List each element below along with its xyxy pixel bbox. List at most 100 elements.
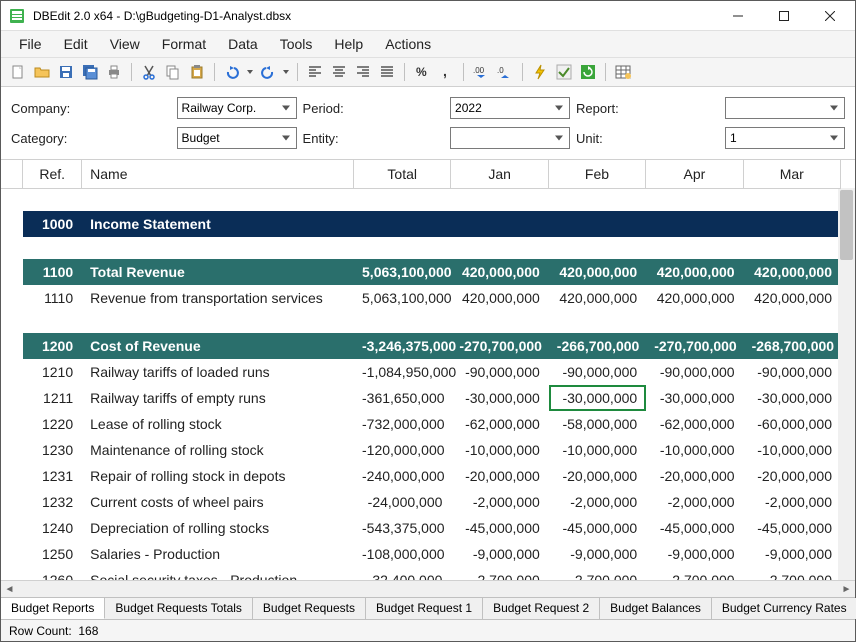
lightning-icon[interactable] bbox=[529, 61, 551, 83]
cell-value[interactable]: -2,000,000 bbox=[549, 489, 646, 515]
cell-value[interactable]: 5,063,100,000 bbox=[354, 259, 451, 285]
cell-value[interactable]: -9,000,000 bbox=[451, 541, 548, 567]
cell-value[interactable]: -30,000,000 bbox=[549, 385, 646, 411]
cell-value[interactable]: -543,375,000 bbox=[354, 515, 451, 541]
column-header[interactable]: Name bbox=[82, 160, 354, 189]
column-header[interactable]: Mar bbox=[744, 160, 841, 189]
cell-value[interactable]: -45,000,000 bbox=[744, 515, 841, 541]
column-header[interactable]: Ref. bbox=[23, 160, 82, 189]
copy-icon[interactable] bbox=[162, 61, 184, 83]
minimize-button[interactable] bbox=[715, 2, 761, 30]
cell-value[interactable]: -2,700,000 bbox=[744, 567, 841, 580]
cell-value[interactable] bbox=[451, 211, 548, 237]
cell-value[interactable]: -2,000,000 bbox=[451, 489, 548, 515]
dropdown-icon[interactable] bbox=[245, 61, 255, 83]
decimal-inc-icon[interactable]: .00 bbox=[470, 61, 492, 83]
refresh-icon[interactable] bbox=[577, 61, 599, 83]
cell-value[interactable]: -45,000,000 bbox=[451, 515, 548, 541]
table-icon[interactable] bbox=[612, 61, 634, 83]
sheet-tab[interactable]: Budget Requests Totals bbox=[105, 598, 253, 619]
comma-icon[interactable]: , bbox=[435, 61, 457, 83]
menu-view[interactable]: View bbox=[100, 32, 150, 56]
cell-value[interactable]: -90,000,000 bbox=[549, 359, 646, 385]
cell-ref[interactable]: 1220 bbox=[23, 411, 82, 437]
cell-name[interactable]: Revenue from transportation services bbox=[82, 285, 354, 311]
cell-value[interactable]: -20,000,000 bbox=[549, 463, 646, 489]
cell-ref[interactable]: 1230 bbox=[23, 437, 82, 463]
check-icon[interactable] bbox=[553, 61, 575, 83]
unit-select[interactable]: 1 bbox=[725, 127, 845, 149]
cell-value[interactable]: -45,000,000 bbox=[646, 515, 743, 541]
column-header[interactable]: Jan bbox=[451, 160, 548, 189]
close-button[interactable] bbox=[807, 2, 853, 30]
cell-value[interactable]: -240,000,000 bbox=[354, 463, 451, 489]
cell-value[interactable]: -2,700,000 bbox=[451, 567, 548, 580]
redo-icon[interactable] bbox=[257, 61, 279, 83]
cell-name[interactable]: Salaries - Production bbox=[82, 541, 354, 567]
cell-value[interactable]: -10,000,000 bbox=[451, 437, 548, 463]
open-folder-icon[interactable] bbox=[31, 61, 53, 83]
column-header[interactable]: Total bbox=[354, 160, 451, 189]
cell-ref[interactable]: 1200 bbox=[23, 333, 82, 359]
percent-icon[interactable]: % bbox=[411, 61, 433, 83]
cell-value[interactable]: -24,000,000 bbox=[354, 489, 451, 515]
align-right-icon[interactable] bbox=[352, 61, 374, 83]
cell-name[interactable]: Railway tariffs of empty runs bbox=[82, 385, 354, 411]
vertical-scrollbar-thumb[interactable] bbox=[840, 190, 853, 260]
cell-value[interactable]: -270,700,000 bbox=[451, 333, 548, 359]
cell-value[interactable]: -361,650,000 bbox=[354, 385, 451, 411]
sheet-tab[interactable]: Budget Request 1 bbox=[366, 598, 483, 619]
cell-ref[interactable]: 1231 bbox=[23, 463, 82, 489]
cell-value[interactable]: -20,000,000 bbox=[646, 463, 743, 489]
cell-name[interactable]: Lease of rolling stock bbox=[82, 411, 354, 437]
save-icon[interactable] bbox=[55, 61, 77, 83]
cell-value[interactable]: 420,000,000 bbox=[549, 259, 646, 285]
column-header[interactable]: Apr bbox=[646, 160, 743, 189]
report-select[interactable] bbox=[725, 97, 845, 119]
cell-value[interactable]: -9,000,000 bbox=[549, 541, 646, 567]
cell-value[interactable]: -108,000,000 bbox=[354, 541, 451, 567]
cell-name[interactable]: Maintenance of rolling stock bbox=[82, 437, 354, 463]
cell-ref[interactable]: 1250 bbox=[23, 541, 82, 567]
cell-value[interactable]: 420,000,000 bbox=[549, 285, 646, 311]
new-file-icon[interactable] bbox=[7, 61, 29, 83]
sheet-tab[interactable]: Budget Reports bbox=[1, 598, 105, 619]
cell-value[interactable]: -30,000,000 bbox=[451, 385, 548, 411]
cell-value[interactable]: -9,000,000 bbox=[646, 541, 743, 567]
cell-ref[interactable]: 1232 bbox=[23, 489, 82, 515]
cell-value[interactable]: -120,000,000 bbox=[354, 437, 451, 463]
cell-value[interactable]: -266,700,000 bbox=[549, 333, 646, 359]
menu-actions[interactable]: Actions bbox=[375, 32, 441, 56]
entity-select[interactable] bbox=[450, 127, 570, 149]
cell-ref[interactable]: 1210 bbox=[23, 359, 82, 385]
cell-name[interactable]: Railway tariffs of loaded runs bbox=[82, 359, 354, 385]
cell-value[interactable]: -268,700,000 bbox=[744, 333, 841, 359]
cell-value[interactable]: -2,700,000 bbox=[549, 567, 646, 580]
cell-value[interactable]: 420,000,000 bbox=[451, 285, 548, 311]
company-select[interactable]: Railway Corp. bbox=[177, 97, 297, 119]
cell-value[interactable]: -20,000,000 bbox=[744, 463, 841, 489]
dropdown-icon[interactable] bbox=[281, 61, 291, 83]
cell-name[interactable]: Cost of Revenue bbox=[82, 333, 354, 359]
cell-ref[interactable]: 1000 bbox=[23, 211, 82, 237]
undo-icon[interactable] bbox=[221, 61, 243, 83]
horizontal-scrollbar[interactable]: ◄ ► bbox=[1, 580, 855, 597]
cell-value[interactable]: -2,000,000 bbox=[646, 489, 743, 515]
cell-value[interactable]: 420,000,000 bbox=[646, 259, 743, 285]
cell-name[interactable]: Total Revenue bbox=[82, 259, 354, 285]
hscroll-right-arrow[interactable]: ► bbox=[838, 581, 855, 598]
cell-value[interactable]: -2,000,000 bbox=[744, 489, 841, 515]
menu-file[interactable]: File bbox=[9, 32, 52, 56]
paste-icon[interactable] bbox=[186, 61, 208, 83]
cell-value[interactable]: -9,000,000 bbox=[744, 541, 841, 567]
cell-value[interactable]: -10,000,000 bbox=[646, 437, 743, 463]
cell-ref[interactable]: 1100 bbox=[23, 259, 82, 285]
cell-value[interactable]: 420,000,000 bbox=[744, 285, 841, 311]
cell-value[interactable]: -270,700,000 bbox=[646, 333, 743, 359]
print-icon[interactable] bbox=[103, 61, 125, 83]
cut-icon[interactable] bbox=[138, 61, 160, 83]
justify-icon[interactable] bbox=[376, 61, 398, 83]
menu-data[interactable]: Data bbox=[218, 32, 268, 56]
cell-ref[interactable]: 1110 bbox=[23, 285, 82, 311]
cell-value[interactable]: 420,000,000 bbox=[646, 285, 743, 311]
